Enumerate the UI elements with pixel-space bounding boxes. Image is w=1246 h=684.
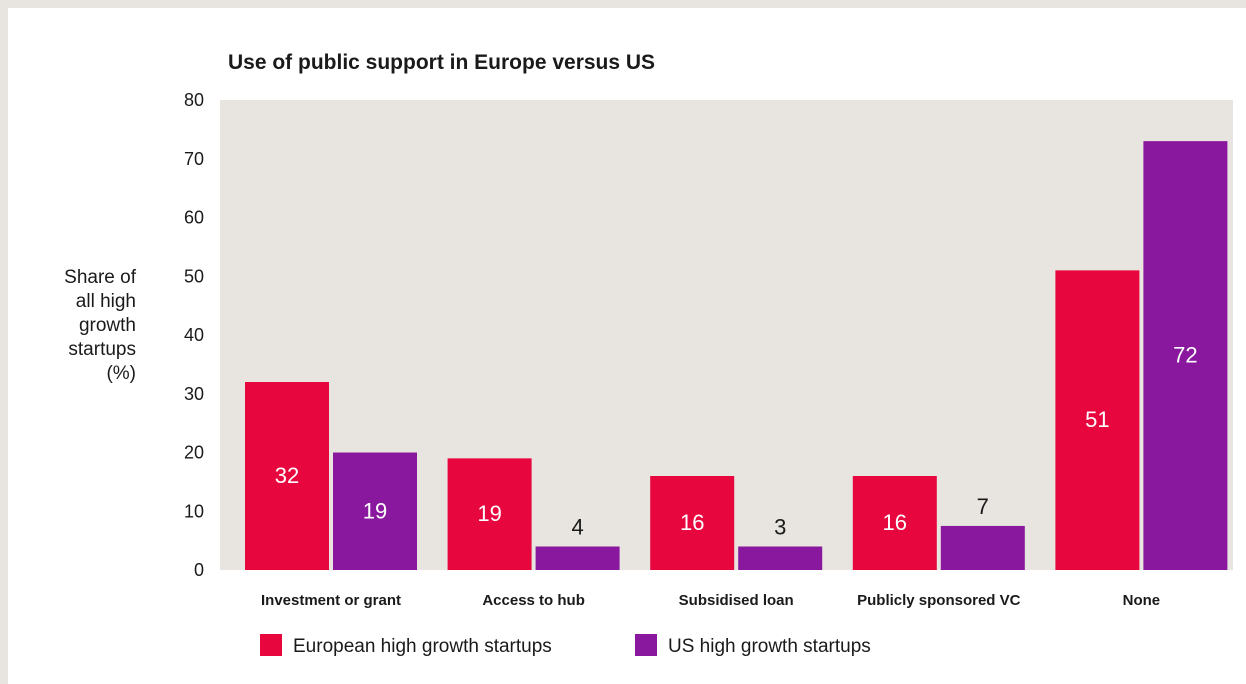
y-axis-ticks: 0 10 20 30 40 50 60 70 80 [184, 90, 204, 580]
bar [333, 452, 417, 570]
y-axis-label-line: all high [76, 291, 136, 312]
y-axis-label-line: startups [68, 339, 136, 360]
bar [1055, 270, 1140, 570]
x-tick-label: Subsidised loan [679, 592, 794, 609]
bar-value-label: 51 [1085, 407, 1109, 432]
bar-value-label: 19 [363, 498, 387, 523]
y-axis-label-line: growth [79, 315, 136, 336]
bar-value-label: 7 [977, 494, 989, 519]
y-tick-label: 40 [184, 325, 204, 345]
bar [852, 476, 937, 570]
y-tick-label: 20 [184, 443, 204, 463]
y-axis-label-line: (%) [106, 363, 136, 384]
x-tick-label: Publicly sponsored VC [857, 592, 1021, 609]
bar-value-label: 19 [477, 501, 501, 526]
legend: European high growth startups US high gro… [260, 634, 871, 657]
legend-swatch [635, 634, 657, 656]
bar-value-label: 16 [680, 510, 704, 535]
x-tick-label: Access to hub [482, 592, 585, 609]
bar [245, 382, 329, 570]
y-tick-label: 80 [184, 90, 204, 110]
bar [447, 458, 532, 570]
y-tick-label: 0 [194, 560, 204, 580]
bar [940, 525, 1025, 570]
y-tick-label: 30 [184, 384, 204, 404]
bar-value-label: 4 [571, 515, 583, 540]
bar [650, 476, 735, 570]
y-tick-label: 10 [184, 501, 204, 521]
legend-swatch [260, 634, 282, 656]
x-tick-label: Investment or grant [261, 592, 401, 609]
bar-value-label: 72 [1173, 343, 1197, 368]
y-tick-label: 60 [184, 208, 204, 228]
bar-value-label: 16 [883, 510, 907, 535]
bars [245, 141, 1228, 570]
y-tick-label: 70 [184, 149, 204, 169]
y-tick-label: 50 [184, 266, 204, 286]
bar-value-label: 32 [275, 463, 299, 488]
bar [1143, 141, 1228, 570]
bar-chart: Use of public support in Europe versus U… [64, 51, 1233, 657]
x-axis-ticks: Investment or grant Access to hub Subsidis… [261, 592, 1160, 609]
value-labels: 32 19 19 4 16 3 16 7 51 72 [275, 343, 1198, 540]
bar [738, 546, 823, 570]
bar [535, 546, 620, 570]
chart-title: Use of public support in Europe versus U… [228, 51, 655, 74]
bar-value-label: 3 [774, 515, 786, 540]
legend-label: European high growth startups [293, 636, 552, 657]
y-axis-label: Share of all high growth startups (%) [64, 267, 137, 384]
chart-frame: Use of public support in Europe versus U… [8, 8, 1246, 684]
legend-label: US high growth startups [668, 636, 871, 657]
x-tick-label: None [1123, 592, 1161, 609]
y-axis-label-line: Share of [64, 267, 137, 288]
